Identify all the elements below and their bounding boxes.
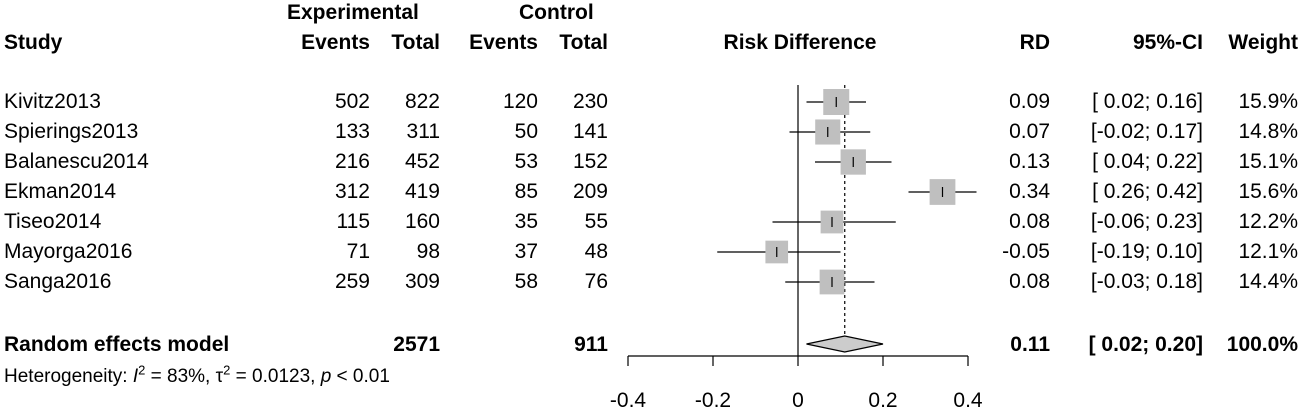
weight-value: 14.8%: [1238, 120, 1298, 143]
weight-value: 12.1%: [1238, 240, 1298, 263]
ctrl-events: 53: [514, 150, 538, 173]
ctrl-total: 209: [572, 180, 608, 203]
tau-value: = 0.0123,: [230, 366, 321, 387]
header-exp-events: Events: [301, 31, 370, 54]
study-name: Spierings2013: [4, 120, 139, 143]
pooled-ctrl-total: 911: [574, 333, 608, 356]
rd-value: -0.05: [1002, 240, 1050, 263]
header-ctrl-total: Total: [559, 31, 608, 54]
pooled-name: Random effects model: [4, 333, 230, 356]
i-squared-exponent: 2: [138, 362, 146, 378]
ctrl-events: 58: [514, 270, 538, 293]
exp-events: 312: [334, 180, 370, 203]
rd-value: 0.13: [1009, 150, 1050, 173]
exp-events: 216: [334, 150, 370, 173]
header-rd: RD: [1019, 31, 1050, 54]
p-value: < 0.01: [331, 366, 390, 387]
i-squared-value: = 83%,: [145, 366, 216, 387]
i-squared-symbol: I: [132, 366, 139, 387]
ci-value: [ 0.02; 0.16]: [1092, 90, 1203, 113]
tau-symbol: τ: [215, 366, 224, 387]
header-ctrl-events: Events: [469, 31, 538, 54]
exp-total: 452: [404, 150, 440, 173]
header-ci: 95%-CI: [1132, 31, 1203, 54]
pooled-rd: 0.11: [1010, 333, 1050, 356]
weight-value: 15.1%: [1238, 150, 1298, 173]
exp-events: 502: [334, 90, 370, 113]
study-name: Balanescu2014: [4, 150, 149, 173]
exp-events: 259: [334, 270, 370, 293]
rd-value: 0.09: [1009, 90, 1050, 113]
x-tick-label: 0.4: [953, 389, 983, 412]
exp-total: 822: [404, 90, 440, 113]
study-name: Ekman2014: [4, 180, 117, 203]
study-name: Mayorga2016: [4, 240, 133, 263]
heterogeneity-text: Heterogeneity: I2 = 83%, τ2 = 0.0123, p …: [4, 362, 390, 389]
ctrl-total: 55: [584, 210, 608, 233]
ctrl-total: 48: [584, 240, 608, 263]
ctrl-events: 120: [502, 90, 538, 113]
tau-exponent: 2: [223, 362, 231, 378]
exp-total: 311: [406, 120, 440, 143]
exp-events: 133: [334, 120, 370, 143]
x-tick-label: -0.4: [610, 389, 647, 412]
header-risk-difference: Risk Difference: [723, 31, 877, 54]
exp-events: 115: [336, 210, 370, 233]
header-weight: Weight: [1228, 31, 1298, 54]
ci-value: [-0.19; 0.10]: [1090, 240, 1203, 263]
pooled-exp-total: 2571: [393, 333, 440, 356]
weight-value: 12.2%: [1238, 210, 1298, 233]
exp-events: 71: [346, 240, 370, 263]
header-control: Control: [519, 1, 594, 24]
exp-total: 309: [404, 270, 440, 293]
study-name: Kivitz2013: [4, 90, 101, 113]
rd-value: 0.07: [1009, 120, 1050, 143]
study-name: Tiseo2014: [4, 210, 102, 233]
ci-value: [-0.06; 0.23]: [1090, 210, 1203, 233]
pooled-diamond: [806, 335, 884, 353]
rd-value: 0.08: [1009, 210, 1050, 233]
x-tick-label: 0.2: [868, 389, 897, 412]
pooled-weight: 100.0%: [1226, 333, 1298, 356]
ctrl-total: 152: [572, 150, 608, 173]
ctrl-events: 35: [514, 210, 538, 233]
study-name: Sanga2016: [4, 270, 112, 293]
ctrl-total: 230: [572, 90, 608, 113]
ctrl-events: 85: [514, 180, 538, 203]
ctrl-total: 141: [572, 120, 608, 143]
ctrl-events: 50: [514, 120, 538, 143]
ci-value: [-0.03; 0.18]: [1090, 270, 1203, 293]
exp-total: 98: [416, 240, 440, 263]
header-study: Study: [4, 31, 63, 54]
heterogeneity-label: Heterogeneity:: [4, 366, 133, 387]
header-experimental: Experimental: [287, 1, 419, 24]
header-exp-total: Total: [391, 31, 440, 54]
ctrl-events: 37: [514, 240, 538, 263]
weight-value: 14.4%: [1238, 270, 1298, 293]
ci-value: [ 0.26; 0.42]: [1092, 180, 1203, 203]
x-tick-label: -0.2: [695, 389, 731, 412]
exp-total: 419: [404, 180, 440, 203]
ci-value: [-0.02; 0.17]: [1090, 120, 1203, 143]
weight-value: 15.9%: [1238, 90, 1298, 113]
weight-value: 15.6%: [1238, 180, 1298, 203]
exp-total: 160: [404, 210, 440, 233]
pooled-ci: [ 0.02; 0.20]: [1088, 333, 1203, 356]
ctrl-total: 76: [584, 270, 608, 293]
x-tick-label: 0: [792, 389, 804, 412]
ci-value: [ 0.04; 0.22]: [1092, 150, 1203, 173]
rd-value: 0.34: [1009, 180, 1050, 203]
rd-value: 0.08: [1009, 270, 1050, 293]
p-symbol: p: [320, 366, 332, 387]
